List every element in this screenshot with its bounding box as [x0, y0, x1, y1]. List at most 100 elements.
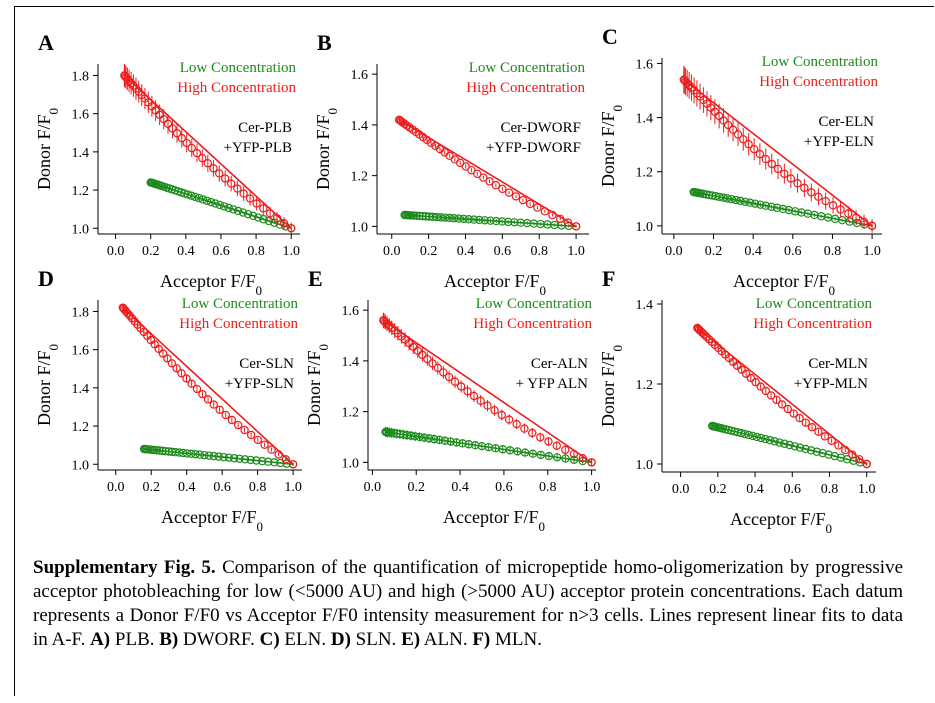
- data-point: [444, 372, 454, 382]
- data-point: [536, 450, 546, 460]
- x-tick-label: 0.8: [821, 482, 839, 497]
- data-point: [191, 450, 200, 459]
- y-tick-label: 1.0: [351, 220, 369, 235]
- data-point: [387, 323, 397, 333]
- panel-letter: F: [602, 266, 615, 291]
- series-high: [693, 323, 871, 469]
- x-tick-label: 0.6: [495, 480, 513, 495]
- data-point: [219, 202, 229, 211]
- data-point: [215, 169, 224, 178]
- panel-letter: B: [317, 30, 332, 55]
- figure-caption: Supplementary Fig. 5. Comparison of the …: [33, 556, 903, 652]
- data-point: [548, 210, 557, 220]
- data-point: [159, 114, 168, 124]
- x-tick-label: 0.0: [383, 244, 401, 259]
- data-point: [215, 200, 224, 210]
- data-point: [491, 180, 501, 190]
- legend-entry: High Concentration: [177, 80, 296, 96]
- data-point: [784, 205, 794, 215]
- data-point: [220, 174, 230, 183]
- data-point: [486, 216, 495, 225]
- panel-letter: D: [38, 266, 54, 291]
- series-low: [708, 421, 871, 469]
- data-point: [439, 368, 448, 377]
- annotation-line: +YFP-DWORF: [486, 140, 581, 156]
- data-point: [252, 199, 261, 208]
- series-high: [394, 115, 581, 231]
- data-point: [428, 359, 437, 368]
- data-point: [233, 206, 243, 216]
- data-point: [536, 433, 545, 442]
- data-point: [727, 194, 736, 204]
- y-tick-label: 1.6: [342, 304, 360, 319]
- x-tick-label: 0.8: [539, 480, 557, 495]
- data-point: [412, 211, 421, 220]
- data-point: [724, 120, 733, 130]
- data-point: [475, 215, 484, 225]
- data-point: [544, 437, 553, 446]
- data-point: [219, 452, 228, 462]
- data-point: [282, 459, 291, 468]
- chart-panel-c: C 0.0 0.2 0.4 0.6 0.8 1.0 1.0 1.2 1.4 1.6 Acceptor …: [598, 24, 882, 298]
- series-high: [679, 66, 877, 233]
- data-point: [520, 448, 530, 457]
- caption-part-key: C): [259, 629, 280, 650]
- x-tick-label: 0.8: [247, 244, 265, 259]
- data-point: [756, 382, 765, 391]
- data-point: [801, 418, 810, 427]
- data-point: [461, 162, 470, 171]
- data-point: [224, 453, 234, 462]
- data-point: [836, 205, 845, 214]
- x-tick-label: 1.0: [858, 482, 876, 497]
- data-point: [824, 450, 833, 459]
- data-point: [498, 184, 507, 194]
- x-tick-label: 0.2: [142, 244, 160, 259]
- data-point: [214, 452, 223, 461]
- x-tick-label: 1.0: [567, 244, 585, 259]
- y-axis-label: Donor F/F0: [34, 108, 61, 190]
- data-point: [780, 439, 789, 448]
- data-point: [789, 409, 798, 418]
- chart-panel-d: D 0.0 0.2 0.4 0.6 0.8 1.0 1.0 1.2 1.4 1.6 1.8 Accept…: [34, 266, 302, 534]
- y-tick-label: 1.2: [72, 420, 90, 435]
- data-point: [844, 209, 853, 218]
- data-point: [750, 199, 760, 208]
- x-tick-label: 1.0: [583, 480, 601, 495]
- annotation-line: Cer-DWORF: [500, 120, 581, 136]
- data-point: [504, 415, 514, 424]
- data-point: [834, 441, 843, 450]
- x-tick-label: 0.6: [212, 244, 230, 259]
- y-tick-label: 1.0: [72, 458, 90, 473]
- data-point: [820, 432, 830, 441]
- x-axis-label: Acceptor F/F0: [444, 271, 546, 298]
- data-point: [485, 177, 494, 186]
- figure-frame: [14, 6, 934, 696]
- x-tick-label: 0.2: [705, 244, 723, 259]
- data-point: [744, 140, 753, 149]
- x-tick-label: 0.4: [178, 480, 196, 495]
- data-point: [785, 440, 794, 450]
- y-tick-label: 1.4: [636, 112, 654, 127]
- x-tick-label: 0.4: [457, 244, 475, 259]
- caption-part-name: MLN.: [495, 629, 542, 650]
- data-point: [233, 420, 243, 430]
- data-point: [830, 451, 839, 461]
- data-point: [786, 174, 796, 183]
- panel-letter: E: [308, 266, 323, 291]
- data-point: [801, 444, 810, 454]
- data-point: [767, 202, 776, 211]
- data-point: [229, 454, 239, 463]
- data-point: [259, 204, 268, 213]
- data-point: [467, 165, 476, 175]
- data-point: [167, 359, 177, 368]
- data-point: [198, 153, 207, 163]
- caption-part-key: F): [472, 629, 491, 650]
- data-point: [452, 438, 461, 447]
- data-point: [473, 169, 482, 179]
- data-point: [202, 196, 212, 205]
- data-point: [464, 440, 474, 449]
- data-point: [795, 443, 805, 452]
- caption-label: Supplementary Fig. 5.: [33, 557, 216, 578]
- data-point: [533, 203, 542, 212]
- data-point: [828, 201, 838, 210]
